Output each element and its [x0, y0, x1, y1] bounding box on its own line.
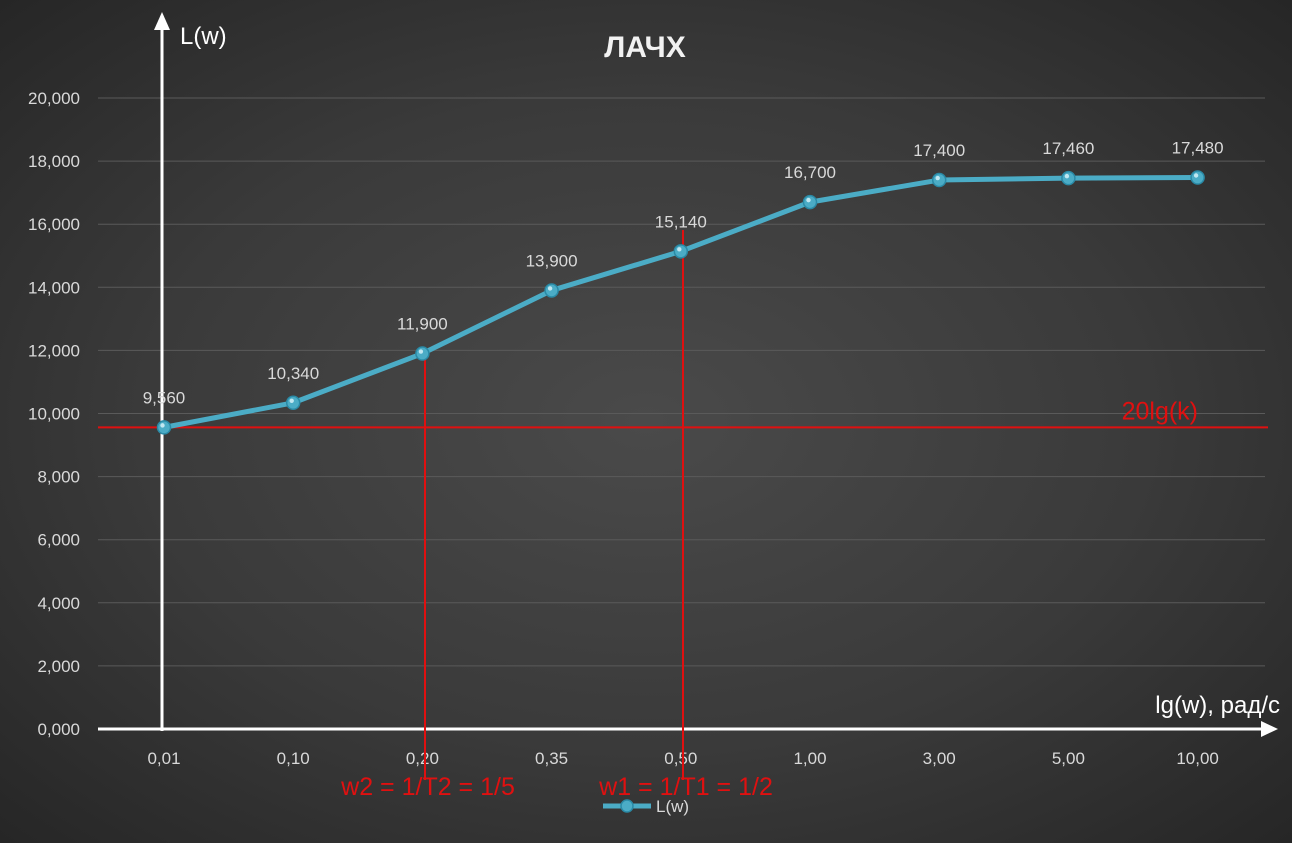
y-tick-label: 20,000 — [28, 89, 80, 108]
data-point-highlight — [547, 286, 553, 291]
x-tick-label: 0,20 — [406, 749, 439, 768]
y-tick-label: 12,000 — [28, 341, 80, 360]
y-tick-label: 4,000 — [37, 594, 80, 613]
data-label: 11,900 — [397, 315, 448, 334]
y-tick-label: 2,000 — [37, 657, 80, 676]
chart-title: ЛАЧХ — [604, 31, 686, 64]
series-layer — [156, 170, 1205, 435]
data-point-highlight — [677, 247, 682, 252]
annotation-layer: 20lg(k) w2 = 1/T2 = 1/5 w1 = 1/T1 = 1/2 — [98, 230, 1268, 801]
legend: L(w) — [603, 797, 689, 816]
y-axis-label: L(w) — [180, 23, 227, 50]
axis-layer: 0,000 2,000 4,000 6,000 8,000 10,000 12,000 14,… — [28, 12, 1278, 768]
x-tick-label: 10,00 — [1176, 749, 1219, 768]
data-label: 10,340 — [267, 364, 319, 383]
vertical-reference-label: w2 = 1/T2 = 1/5 — [340, 773, 515, 801]
x-tick-label: 0,35 — [535, 749, 568, 768]
data-point — [415, 346, 430, 361]
y-tick-label: 6,000 — [37, 531, 80, 550]
x-tick-label: 1,00 — [793, 749, 826, 768]
data-point-highlight — [160, 423, 165, 428]
data-point-highlight — [806, 197, 811, 203]
label-layer: 9,560 10,340 11,900 13,900 15,140 16,700 17,40… — [143, 139, 1224, 408]
y-tick-label: 16,000 — [28, 215, 80, 234]
data-point — [931, 172, 947, 188]
y-tick-label: 0,000 — [37, 720, 80, 739]
data-point-highlight — [289, 398, 294, 403]
data-point-highlight — [418, 349, 424, 354]
data-label: 16,700 — [784, 163, 836, 182]
grid-layer — [98, 97, 1265, 667]
x-tick-label: 0,10 — [277, 749, 310, 768]
horizontal-reference-label: 20lg(k) — [1122, 397, 1198, 425]
data-label: 17,460 — [1042, 139, 1094, 158]
data-point — [285, 395, 301, 411]
y-tick-label: 14,000 — [28, 278, 80, 297]
data-label: 17,480 — [1172, 139, 1224, 158]
data-point — [802, 194, 818, 210]
data-point-highlight — [1193, 173, 1199, 178]
data-point-highlight — [935, 175, 940, 181]
legend-label: L(w) — [656, 797, 689, 816]
x-tick-label: 0,50 — [664, 749, 697, 768]
x-tick-label: 3,00 — [923, 749, 956, 768]
data-point — [1061, 170, 1076, 186]
x-axis-label: lg(w), рад/с — [1155, 692, 1280, 719]
data-point — [544, 283, 559, 298]
data-point-highlight — [1064, 173, 1070, 179]
legend-marker — [620, 799, 634, 813]
vertical-reference-label: w1 = 1/T1 = 1/2 — [598, 773, 773, 801]
data-label: 13,900 — [526, 251, 578, 270]
y-tick-label: 8,000 — [37, 468, 80, 487]
y-axis-arrow — [154, 12, 170, 30]
x-axis-arrow — [1261, 721, 1278, 737]
y-tick-label: 10,000 — [28, 405, 80, 424]
y-tick-label: 18,000 — [28, 152, 80, 171]
data-label: 15,140 — [655, 212, 707, 231]
data-point — [673, 244, 689, 259]
data-label: 17,400 — [913, 141, 965, 160]
x-tick-label: 0,01 — [147, 749, 180, 768]
data-point — [156, 420, 172, 435]
x-tick-label: 5,00 — [1052, 749, 1085, 768]
data-point — [1190, 170, 1205, 185]
data-label: 9,560 — [143, 388, 186, 407]
